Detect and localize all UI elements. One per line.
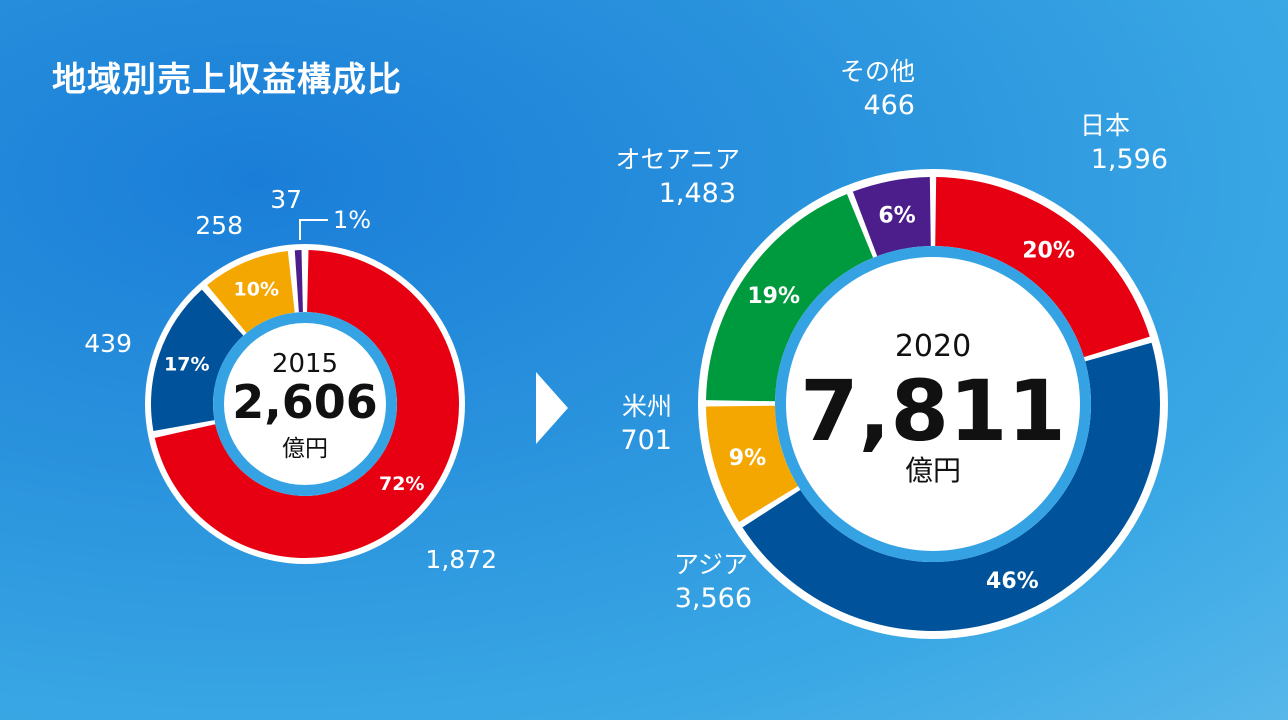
value-label-asia-2020: 3,566: [675, 583, 752, 614]
region-label-americas-2020: 米州: [622, 392, 672, 421]
center-total-2020: 7,811: [800, 362, 1066, 460]
value-label-oceania-2020: 1,483: [659, 178, 736, 209]
chevron-right-icon: [536, 372, 568, 444]
percent-label-oceania-2020: 19%: [747, 284, 800, 309]
value-label-americas-2020: 701: [620, 425, 672, 456]
region-label-other-2020: その他: [840, 57, 915, 86]
region-label-japan-2020: 日本: [1080, 111, 1130, 140]
center-year-2015: 2015: [272, 349, 338, 379]
percent-label-other-2015: 1%: [333, 206, 371, 234]
center-unit-2015: 億円: [282, 436, 328, 462]
value-label-asia-2015: 439: [84, 329, 132, 358]
region-label-asia-2020: アジア: [674, 550, 748, 579]
slice-japan-2020: [935, 177, 1150, 358]
value-label-other-2015: 37: [270, 185, 302, 214]
slice-other-2020: [852, 177, 931, 257]
percent-label-asia-2020: 46%: [986, 569, 1039, 594]
center-disc: [786, 257, 1080, 551]
slice-americas-2015: [207, 250, 295, 333]
percent-label-americas-2020: 9%: [729, 446, 766, 471]
percent-label-japan-2015: 72%: [379, 473, 424, 495]
value-label-japan-2020: 1,596: [1091, 144, 1168, 175]
slice-asia-2015: [151, 289, 244, 431]
percent-label-asia-2015: 17%: [164, 353, 209, 375]
center-total-2015: 2,606: [232, 375, 378, 429]
slice-other-2015: [294, 250, 303, 313]
slice-japan-2015: [154, 250, 459, 558]
center-unit-2020: 億円: [905, 454, 961, 487]
value-label-americas-2015: 258: [195, 211, 243, 240]
leader-line-other-2015: [299, 219, 328, 240]
value-label-japan-2015: 1,872: [425, 545, 497, 574]
center-disc: [224, 323, 386, 485]
slice-oceania-2020: [706, 193, 874, 402]
value-label-other-2020: 466: [863, 90, 915, 121]
center-year-2020: 2020: [895, 329, 971, 364]
slice-americas-2020: [706, 405, 799, 522]
region-label-oceania-2020: オセアニア: [615, 145, 740, 174]
slice-asia-2020: [742, 342, 1160, 631]
percent-label-americas-2015: 10%: [234, 279, 279, 301]
percent-label-japan-2020: 20%: [1022, 238, 1075, 263]
chart-title: 地域別売上収益構成比: [52, 60, 402, 100]
percent-label-other-2020: 6%: [878, 203, 915, 228]
